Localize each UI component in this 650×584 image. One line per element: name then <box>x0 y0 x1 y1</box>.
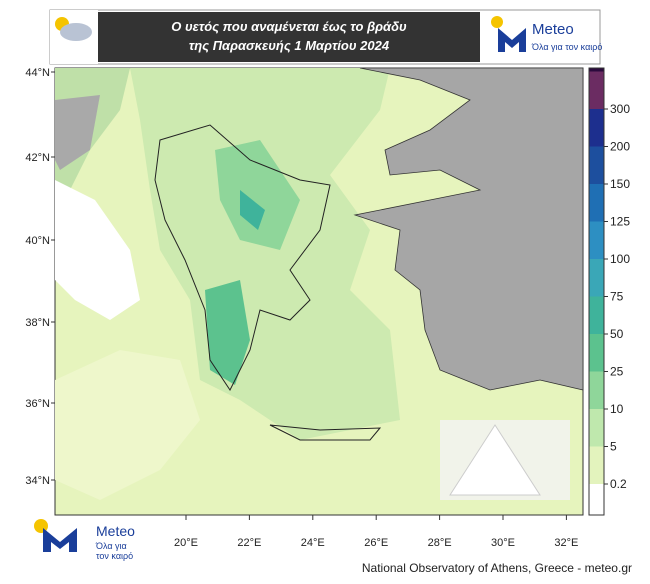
colorbar-label: 125 <box>610 215 630 229</box>
colorbar-segment <box>589 184 604 222</box>
inset-triangle <box>449 424 541 496</box>
colorbar-label: 200 <box>610 140 630 154</box>
colorbar-label: 5 <box>610 440 617 454</box>
cloud-icon <box>60 23 92 41</box>
colorbar-label: 300 <box>610 102 630 116</box>
title-line: Ο υετός που αναμένεται έως το βράδυ <box>171 19 407 34</box>
logo-slogan: Όλα για τον καιρό <box>531 42 602 52</box>
footer-logo-name: Meteo <box>96 523 135 539</box>
rain-area <box>215 140 300 250</box>
coastline <box>154 124 331 391</box>
lat-label: 40°N <box>25 235 50 247</box>
lon-label: 28°E <box>428 537 452 549</box>
colorbar-segment <box>589 484 604 515</box>
colorbar-label: 150 <box>610 177 630 191</box>
logo-mark <box>498 28 526 52</box>
land-gray <box>353 67 584 391</box>
lon-label: 26°E <box>364 537 388 549</box>
source-credit: National Observatory of Athens, Greece -… <box>362 561 632 575</box>
land-gray <box>55 95 100 170</box>
lat-label: 36°N <box>25 398 50 410</box>
lon-label: 20°E <box>174 537 198 549</box>
lat-label: 42°N <box>25 152 50 164</box>
lat-label: 34°N <box>25 475 50 487</box>
colorbar-segment <box>589 221 604 259</box>
lon-label: 24°E <box>301 537 325 549</box>
colorbar-segment <box>589 371 604 409</box>
colorbar-segment <box>589 68 604 72</box>
colorbar-segment <box>589 296 604 334</box>
rain-area <box>130 68 400 440</box>
sea <box>55 180 140 320</box>
lon-label: 32°E <box>554 537 578 549</box>
logo-sun <box>491 16 503 28</box>
title-line: της Παρασκευής 1 Μαρτίου 2024 <box>189 38 390 53</box>
title-bar <box>98 12 480 62</box>
colorbar-segment <box>589 146 604 184</box>
colorbar-label: 100 <box>610 252 630 266</box>
colorbar-segment <box>589 334 604 372</box>
colorbar-segment <box>589 71 604 109</box>
colorbar: 300 200 150 125 100 75 50 25 10 5 0.2 <box>588 67 630 516</box>
colorbar-frame <box>588 67 605 516</box>
colorbar-segment <box>589 109 604 147</box>
colorbar-label: 50 <box>610 327 624 341</box>
map <box>54 67 584 516</box>
rain-area <box>55 350 200 500</box>
lon-label: 22°E <box>237 537 261 549</box>
footer-logo-slogan: τον καιρό <box>96 551 133 561</box>
rain-area <box>240 190 265 230</box>
lon-label: 30°E <box>491 537 515 549</box>
colorbar-label: 0.2 <box>610 477 627 491</box>
colorbar-segment <box>589 446 604 484</box>
footer-logo-slogan: Όλα για <box>95 541 127 551</box>
colorbar-label: 75 <box>610 290 624 304</box>
lat-label: 38°N <box>25 317 50 329</box>
island-outline <box>269 424 382 441</box>
rain-area <box>205 280 250 385</box>
colorbar-label: 25 <box>610 365 624 379</box>
logo-name: Meteo <box>532 21 574 38</box>
lat-label: 44°N <box>25 67 50 79</box>
footer-logo-mark <box>43 528 77 552</box>
colorbar-label: 10 <box>610 402 624 416</box>
colorbar-segment <box>589 259 604 297</box>
colorbar-segment <box>589 409 604 447</box>
